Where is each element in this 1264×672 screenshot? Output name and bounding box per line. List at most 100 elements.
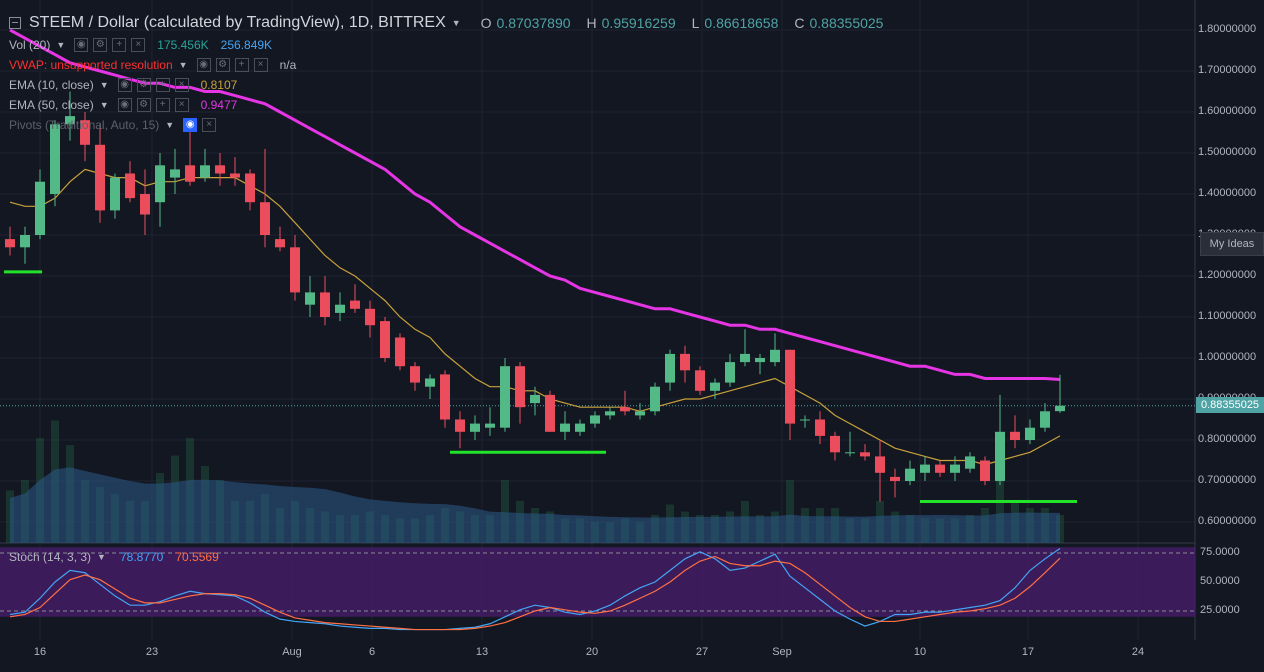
candle-body	[470, 423, 480, 432]
candle-body	[95, 144, 105, 211]
candle-body	[425, 378, 435, 387]
candle-body	[65, 116, 75, 125]
time-tick-label: 20	[585, 646, 599, 658]
eye-icon[interactable]: ◉	[117, 78, 132, 92]
candle-body	[1040, 411, 1050, 428]
eye-icon[interactable]: ◉	[196, 58, 211, 72]
candle-body	[230, 173, 240, 178]
candle-body	[365, 308, 375, 326]
candle-body	[575, 423, 585, 432]
candle-body	[650, 386, 660, 412]
gear-icon[interactable]: ⚙	[136, 98, 151, 112]
candle-body	[830, 435, 840, 453]
vol-ma-value: 256.849K	[220, 38, 273, 52]
price-tick-label: 1.20000000	[1198, 269, 1257, 281]
symbol-title[interactable]: STEEM / Dollar (calculated by TradingVie…	[29, 14, 446, 31]
open-value: 0.87037890	[496, 15, 571, 31]
ema10-value: 0.8107	[200, 78, 238, 92]
stoch-tick-label: 50.0000	[1200, 575, 1240, 587]
candle-body	[80, 120, 90, 145]
stoch-name[interactable]: Stoch (14, 3, 3)	[9, 550, 92, 564]
chevron-down-icon[interactable]: ▼	[56, 40, 66, 50]
candle-body	[350, 300, 360, 309]
candle-body	[995, 431, 1005, 481]
vwap-name[interactable]: VWAP: unsupported resolution	[9, 58, 173, 72]
time-tick-label: Aug	[282, 646, 302, 658]
chevron-down-icon[interactable]: ▼	[165, 120, 175, 130]
ema50-name[interactable]: EMA (50, close)	[9, 98, 94, 112]
indicator-ema50: EMA (50, close) ▼ ◉ ⚙ + × 0.9477	[9, 96, 237, 114]
close-icon[interactable]: ×	[174, 98, 189, 112]
price-tick-label: 0.60000000	[1198, 515, 1257, 527]
high-value: 0.95916259	[601, 15, 676, 31]
candle-body	[665, 353, 675, 383]
time-tick-label: 23	[145, 646, 159, 658]
close-icon[interactable]: ×	[253, 58, 268, 72]
candle-body	[410, 366, 420, 383]
price-tick-label: 0.80000000	[1198, 433, 1257, 445]
candle-body	[740, 353, 750, 363]
stoch-k-line	[9, 548, 1061, 631]
candle-body	[935, 464, 945, 473]
candle-body	[320, 292, 330, 317]
candle-body	[380, 321, 390, 358]
time-tick-label: 17	[1021, 646, 1035, 658]
ema50-value: 0.9477	[200, 98, 238, 112]
plus-icon[interactable]: +	[234, 58, 249, 72]
vol-value: 175.456K	[157, 38, 209, 52]
plus-icon[interactable]: +	[155, 78, 170, 92]
chevron-down-icon[interactable]: ▼	[451, 18, 461, 28]
candle-body	[860, 452, 870, 457]
candle-body	[800, 419, 810, 421]
candle-body	[500, 366, 510, 428]
candle-body	[50, 124, 60, 194]
candle-body	[155, 165, 165, 203]
time-tick-label: 13	[475, 646, 489, 658]
candle-body	[890, 476, 900, 481]
chevron-down-icon[interactable]: ▼	[99, 80, 109, 90]
time-tick-label: 27	[695, 646, 709, 658]
gear-icon[interactable]: ⚙	[136, 78, 151, 92]
candle-body	[590, 415, 600, 424]
close-icon[interactable]: ×	[202, 118, 217, 132]
candle-body	[125, 173, 135, 199]
candle-body	[200, 165, 210, 178]
vwap-value: n/a	[279, 58, 297, 72]
candle-body	[770, 349, 780, 363]
plus-icon[interactable]: +	[112, 38, 127, 52]
stoch-band	[0, 547, 1195, 617]
candle-body	[170, 169, 180, 178]
time-tick-label: 24	[1131, 646, 1145, 658]
chevron-down-icon[interactable]: ▼	[178, 60, 188, 70]
candle-body	[980, 460, 990, 481]
collapse-icon[interactable]	[9, 17, 21, 29]
volume-bar	[786, 480, 794, 543]
close-icon[interactable]: ×	[131, 38, 146, 52]
candle-body	[710, 382, 720, 391]
pivots-name[interactable]: Pivots (Traditional, Auto, 15)	[9, 118, 160, 132]
candle-body	[635, 411, 645, 416]
candle-body	[395, 337, 405, 367]
symbol-header: STEEM / Dollar (calculated by TradingVie…	[9, 14, 883, 32]
stoch-k-value: 78.8770	[119, 550, 164, 564]
price-tick-label: 1.00000000	[1198, 351, 1257, 363]
gear-icon[interactable]: ⚙	[93, 38, 108, 52]
vol-name[interactable]: Vol (20)	[9, 38, 51, 52]
eye-icon[interactable]: ◉	[117, 98, 132, 112]
eye-icon[interactable]: ◉	[74, 38, 89, 52]
eye-icon[interactable]: ◉	[183, 118, 198, 132]
ema10-name[interactable]: EMA (10, close)	[9, 78, 94, 92]
my-ideas-button[interactable]: My Ideas	[1200, 232, 1264, 256]
chevron-down-icon[interactable]: ▼	[99, 100, 109, 110]
volume-bar	[996, 466, 1004, 543]
chevron-down-icon[interactable]: ▼	[97, 552, 106, 562]
candle-body	[605, 411, 615, 416]
candle-body	[185, 165, 195, 182]
stoch-d-line	[9, 555, 1061, 631]
plus-icon[interactable]: +	[155, 98, 170, 112]
close-icon[interactable]: ×	[174, 78, 189, 92]
gear-icon[interactable]: ⚙	[215, 58, 230, 72]
candle-body	[1025, 427, 1035, 440]
candle-body	[920, 464, 930, 473]
